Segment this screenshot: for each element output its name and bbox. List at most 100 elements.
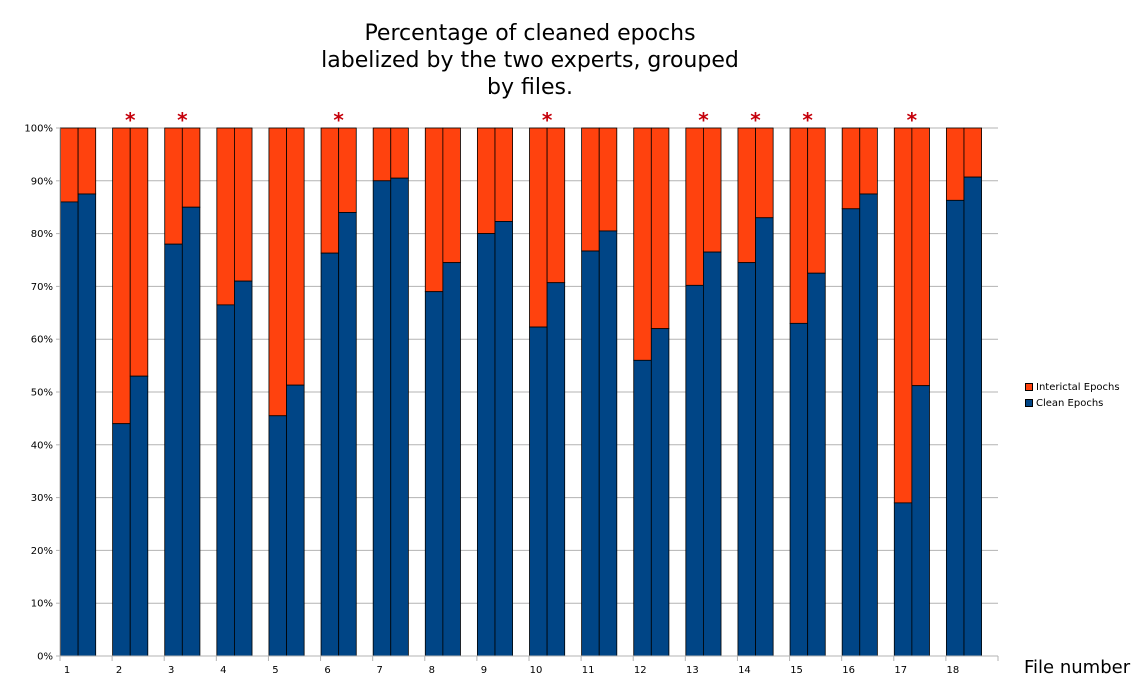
legend: Interictal Epochs Clean Epochs bbox=[1025, 379, 1120, 411]
bar-clean-file-4-1 bbox=[216, 304, 235, 657]
bar-clean-file-9-2 bbox=[494, 221, 513, 657]
bar-interictal-file-2-2 bbox=[129, 127, 149, 377]
x-tick-label: 14 bbox=[738, 665, 751, 676]
x-tick-label: 8 bbox=[429, 665, 435, 676]
grid-lines bbox=[60, 127, 998, 657]
y-tick-label: 40% bbox=[31, 440, 53, 451]
x-tick-label: 6 bbox=[324, 665, 330, 676]
y-tick-labels: 0% 10% 20% 30% 40% 50% 60% 70% 80% 90% 100% bbox=[24, 124, 53, 663]
bar-clean-file-7-1 bbox=[372, 180, 392, 657]
bar-interictal-file-8-1 bbox=[424, 127, 444, 293]
bar-clean-file-8-2 bbox=[442, 262, 461, 657]
bar-clean-file-13-2 bbox=[703, 251, 722, 657]
chart-title: Percentage of cleaned epochs labelized b… bbox=[280, 20, 780, 101]
bar-clean-file-1-2 bbox=[77, 193, 97, 657]
bar-interictal-file-5-1 bbox=[268, 127, 287, 417]
bar-interictal-file-16-1 bbox=[841, 127, 861, 210]
bar-clean-file-3-1 bbox=[164, 243, 183, 657]
x-tick-label: 13 bbox=[686, 665, 699, 676]
bar-interictal-file-18-1 bbox=[945, 127, 965, 201]
bar-clean-file-14-2 bbox=[755, 217, 774, 657]
bar-clean-file-2-2 bbox=[129, 375, 149, 657]
bar-interictal-file-10-1 bbox=[529, 127, 548, 328]
legend-item-interictal: Interictal Epochs bbox=[1025, 379, 1120, 395]
bar-interictal-file-4-2 bbox=[234, 127, 253, 282]
bar-interictal-file-9-2 bbox=[494, 127, 513, 222]
bar-clean-file-14-1 bbox=[737, 262, 756, 657]
bar-interictal-file-7-1 bbox=[372, 127, 392, 182]
x-tick-labels: 1 2 3 4 5 6 7 8 9 10 11 12 13 14 15 16 17 18 bbox=[64, 665, 959, 676]
bar-interictal-file-11-2 bbox=[598, 127, 618, 232]
bar-interictal-file-12-2 bbox=[650, 127, 670, 330]
bar-interictal-file-1-1 bbox=[60, 127, 79, 203]
bar-clean-file-16-2 bbox=[859, 193, 878, 657]
bar-clean-file-9-1 bbox=[476, 233, 496, 657]
axes bbox=[56, 127, 999, 661]
legend-swatch-interictal bbox=[1025, 383, 1033, 391]
bar-clean-file-11-2 bbox=[598, 230, 618, 657]
bar-interictal-file-14-1 bbox=[737, 127, 756, 264]
bar-clean-file-16-1 bbox=[841, 208, 861, 657]
bar-interictal-file-4-1 bbox=[216, 127, 235, 306]
bar-clean-file-12-2 bbox=[650, 328, 670, 657]
significance-marker: * bbox=[542, 108, 553, 132]
bar-interictal-file-2-1 bbox=[112, 127, 131, 425]
bar-clean-file-10-1 bbox=[529, 326, 548, 657]
bar-clean-file-5-1 bbox=[268, 415, 287, 657]
x-tick-label: 12 bbox=[634, 665, 647, 676]
x-tick-label: 1 bbox=[64, 665, 70, 676]
y-tick-label: 80% bbox=[31, 229, 53, 240]
significance-marker: * bbox=[177, 108, 188, 132]
legend-item-clean: Clean Epochs bbox=[1025, 395, 1120, 411]
bar-interictal-file-17-1 bbox=[893, 127, 913, 504]
bar-clean-file-17-1 bbox=[893, 502, 913, 657]
bar-clean-file-8-1 bbox=[424, 291, 444, 657]
bar-clean-file-1-1 bbox=[60, 201, 79, 657]
y-tick-label: 30% bbox=[31, 493, 53, 504]
bar-clean-file-2-1 bbox=[112, 423, 131, 657]
y-tick-label: 10% bbox=[31, 599, 53, 610]
x-tick-label: 18 bbox=[947, 665, 960, 676]
x-tick-label: 5 bbox=[272, 665, 278, 676]
significance-marker: * bbox=[333, 108, 344, 132]
bar-interictal-file-3-2 bbox=[181, 127, 201, 208]
bar-interictal-file-13-2 bbox=[703, 127, 722, 253]
bar-interictal-file-9-1 bbox=[476, 127, 496, 234]
bar-clean-file-15-1 bbox=[789, 322, 809, 657]
chart-title-line-3: by files. bbox=[487, 75, 573, 100]
chart-title-line-1: Percentage of cleaned epochs bbox=[364, 21, 696, 46]
significance-marker: * bbox=[907, 108, 918, 132]
legend-label-interictal: Interictal Epochs bbox=[1036, 381, 1120, 393]
legend-label-clean: Clean Epochs bbox=[1036, 397, 1104, 409]
legend-swatch-clean bbox=[1025, 399, 1033, 407]
bar-clean-file-6-1 bbox=[320, 252, 340, 657]
bar-interictal-file-16-2 bbox=[859, 127, 878, 195]
significance-marker: * bbox=[125, 108, 136, 132]
y-tick-label: 90% bbox=[31, 176, 53, 187]
y-tick-label: 50% bbox=[31, 388, 53, 399]
significance-markers: * * * * * * * * bbox=[125, 108, 918, 132]
bar-clean-file-18-2 bbox=[963, 176, 982, 657]
bar-interictal-file-10-2 bbox=[546, 127, 566, 284]
bar-interictal-file-13-1 bbox=[685, 127, 704, 286]
bar-interictal-file-15-2 bbox=[807, 127, 826, 274]
x-axis-label: File number bbox=[1024, 657, 1131, 678]
x-tick-label: 17 bbox=[894, 665, 907, 676]
bar-interictal-file-17-2 bbox=[911, 127, 930, 387]
x-tick-label: 7 bbox=[376, 665, 382, 676]
y-tick-label: 60% bbox=[31, 335, 53, 346]
bar-interictal-file-14-2 bbox=[755, 127, 774, 219]
y-tick-label: 0% bbox=[37, 652, 53, 663]
bar-clean-file-12-1 bbox=[633, 359, 652, 657]
significance-marker: * bbox=[802, 108, 813, 132]
chart-title-line-2: labelized by the two experts, grouped bbox=[321, 48, 739, 73]
bar-clean-file-15-2 bbox=[807, 272, 826, 657]
x-tick-label: 11 bbox=[582, 665, 595, 676]
significance-marker: * bbox=[698, 108, 709, 132]
bar-clean-file-7-2 bbox=[390, 177, 409, 657]
x-tick-label: 10 bbox=[530, 665, 543, 676]
y-tick-label: 20% bbox=[31, 546, 53, 557]
bar-clean-file-6-2 bbox=[338, 212, 357, 657]
bar-clean-file-3-2 bbox=[181, 206, 201, 657]
